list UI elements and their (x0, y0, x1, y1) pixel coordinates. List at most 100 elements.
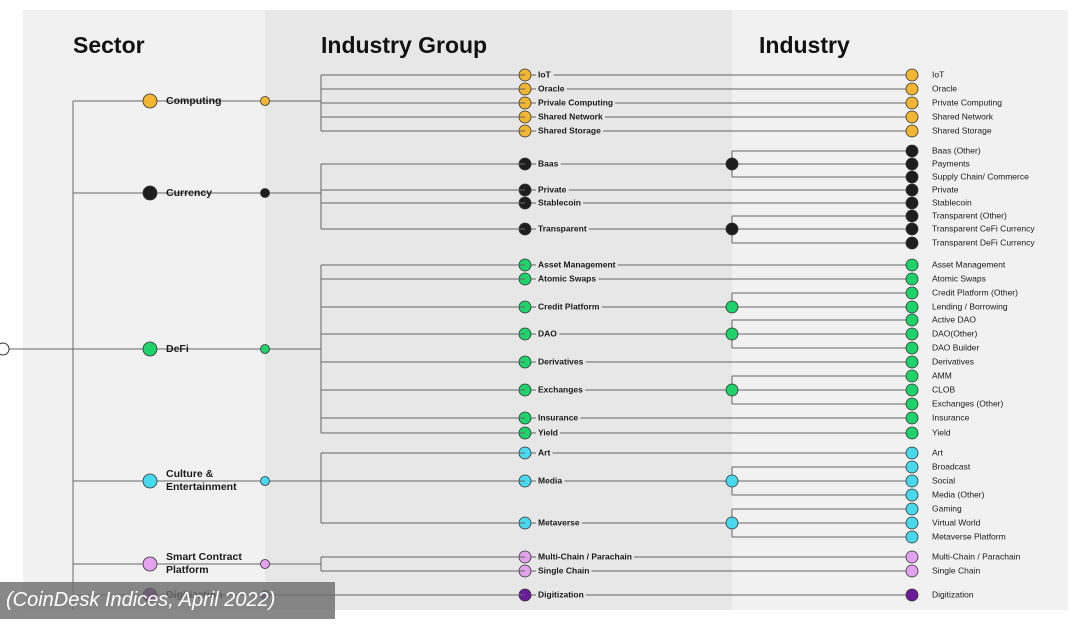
industry-label: Supply Chain/ Commerce (932, 171, 1029, 181)
branch-node (725, 474, 739, 488)
label-background (536, 272, 599, 285)
industry-label: Transparent (Other) (932, 210, 1007, 220)
group-label: Atomic Swaps (538, 273, 596, 283)
sector-small-node (260, 188, 270, 198)
sector-node (142, 473, 158, 489)
label-background (536, 82, 567, 95)
industry-band (732, 10, 1068, 610)
industry-header: Industry (759, 32, 850, 58)
branch-node (725, 383, 739, 397)
label-background (536, 196, 583, 209)
label-background (536, 411, 581, 424)
industry-label: Gaming (932, 503, 962, 513)
industry-label: Asset Management (932, 259, 1006, 269)
branch-node (725, 300, 739, 314)
industry-label: Private Computing (932, 97, 1002, 107)
industry-node (905, 144, 919, 158)
sector-small-node (260, 476, 270, 486)
industry-label: Transparent CeFi Currency (932, 223, 1035, 233)
industry-label: Shared Network (932, 111, 994, 121)
sector-label: Culture & Entertainment (166, 468, 237, 493)
label-background (536, 157, 561, 170)
group-label: Single Chain (538, 565, 589, 575)
sector-node (142, 341, 158, 357)
group-label: Metaverse (538, 517, 580, 527)
label-background (536, 355, 586, 368)
label-background (536, 516, 582, 529)
industry-node (905, 96, 919, 110)
label-background (536, 124, 604, 137)
sector-label: Computing (166, 95, 221, 107)
sector-node (142, 93, 158, 109)
industry-node (905, 327, 919, 341)
industry-label: Exchanges (Other) (932, 398, 1004, 408)
sector-label: Smart Contract Platform (166, 551, 242, 576)
sector-header: Sector (73, 32, 145, 58)
branch-node (725, 157, 739, 171)
group-label: Shared Network (538, 111, 603, 121)
industry-node (905, 502, 919, 516)
group-label: Insurance (538, 412, 578, 422)
group-label: Multi-Chain / Parachain (538, 551, 632, 561)
industry-node (905, 397, 919, 411)
industry-node (905, 588, 919, 602)
group-label: Baas (538, 158, 559, 168)
industry-node (905, 236, 919, 250)
industry-node (905, 209, 919, 223)
industry-label: Baas (Other) (932, 145, 981, 155)
industry-label: Atomic Swaps (932, 273, 986, 283)
label-background (536, 68, 554, 81)
industry-node (905, 426, 919, 440)
industry-node (905, 124, 919, 138)
label-background (536, 383, 586, 396)
industry-label: Single Chain (932, 565, 980, 575)
industry-node (905, 488, 919, 502)
label-background (536, 258, 618, 271)
industry-label: Metaverse Platform (932, 531, 1006, 541)
sector-label: Currency (166, 187, 212, 199)
industry-node (905, 550, 919, 564)
industry-node (905, 446, 919, 460)
label-background (536, 474, 565, 487)
industry-node (905, 369, 919, 383)
sector-small-node (260, 344, 270, 354)
group-label: Oracle (538, 83, 565, 93)
industry-node (905, 355, 919, 369)
industry-node (905, 170, 919, 184)
group-label: Art (538, 447, 550, 457)
label-background (536, 327, 560, 340)
industry-node (905, 110, 919, 124)
label-background (536, 222, 589, 235)
sector-node (142, 556, 158, 572)
group-label: IoT (538, 69, 552, 79)
label-background (536, 426, 560, 439)
industry-node (905, 411, 919, 425)
industry-label: DAO(Other) (932, 328, 978, 338)
industry-label: Transparent DeFi Currency (932, 237, 1035, 247)
group-label: Private (538, 184, 567, 194)
industry-node (905, 564, 919, 578)
group-label: Exchanges (538, 384, 583, 394)
group-label: Stablecoin (538, 197, 581, 207)
industry-label: Media (Other) (932, 489, 985, 499)
industry-label: Art (932, 447, 944, 457)
industry-label: Social (932, 475, 955, 485)
branch-node (725, 327, 739, 341)
industry-group-band (265, 10, 732, 610)
sector-band (23, 10, 265, 610)
industry-label: Oracle (932, 83, 957, 93)
industry-label: Credit Platform (Other) (932, 287, 1018, 297)
industry-label: Broadcast (932, 461, 971, 471)
industry-node (905, 183, 919, 197)
industry-node (905, 460, 919, 474)
industry-node (905, 516, 919, 530)
industry-node (905, 300, 919, 314)
industry-label: Shared Storage (932, 125, 992, 135)
industry-label: Multi-Chain / Parachain (932, 551, 1021, 561)
sector-small-node (260, 96, 270, 106)
group-label: Media (538, 475, 562, 485)
industry-node (905, 82, 919, 96)
group-label: Asset Management (538, 259, 616, 269)
